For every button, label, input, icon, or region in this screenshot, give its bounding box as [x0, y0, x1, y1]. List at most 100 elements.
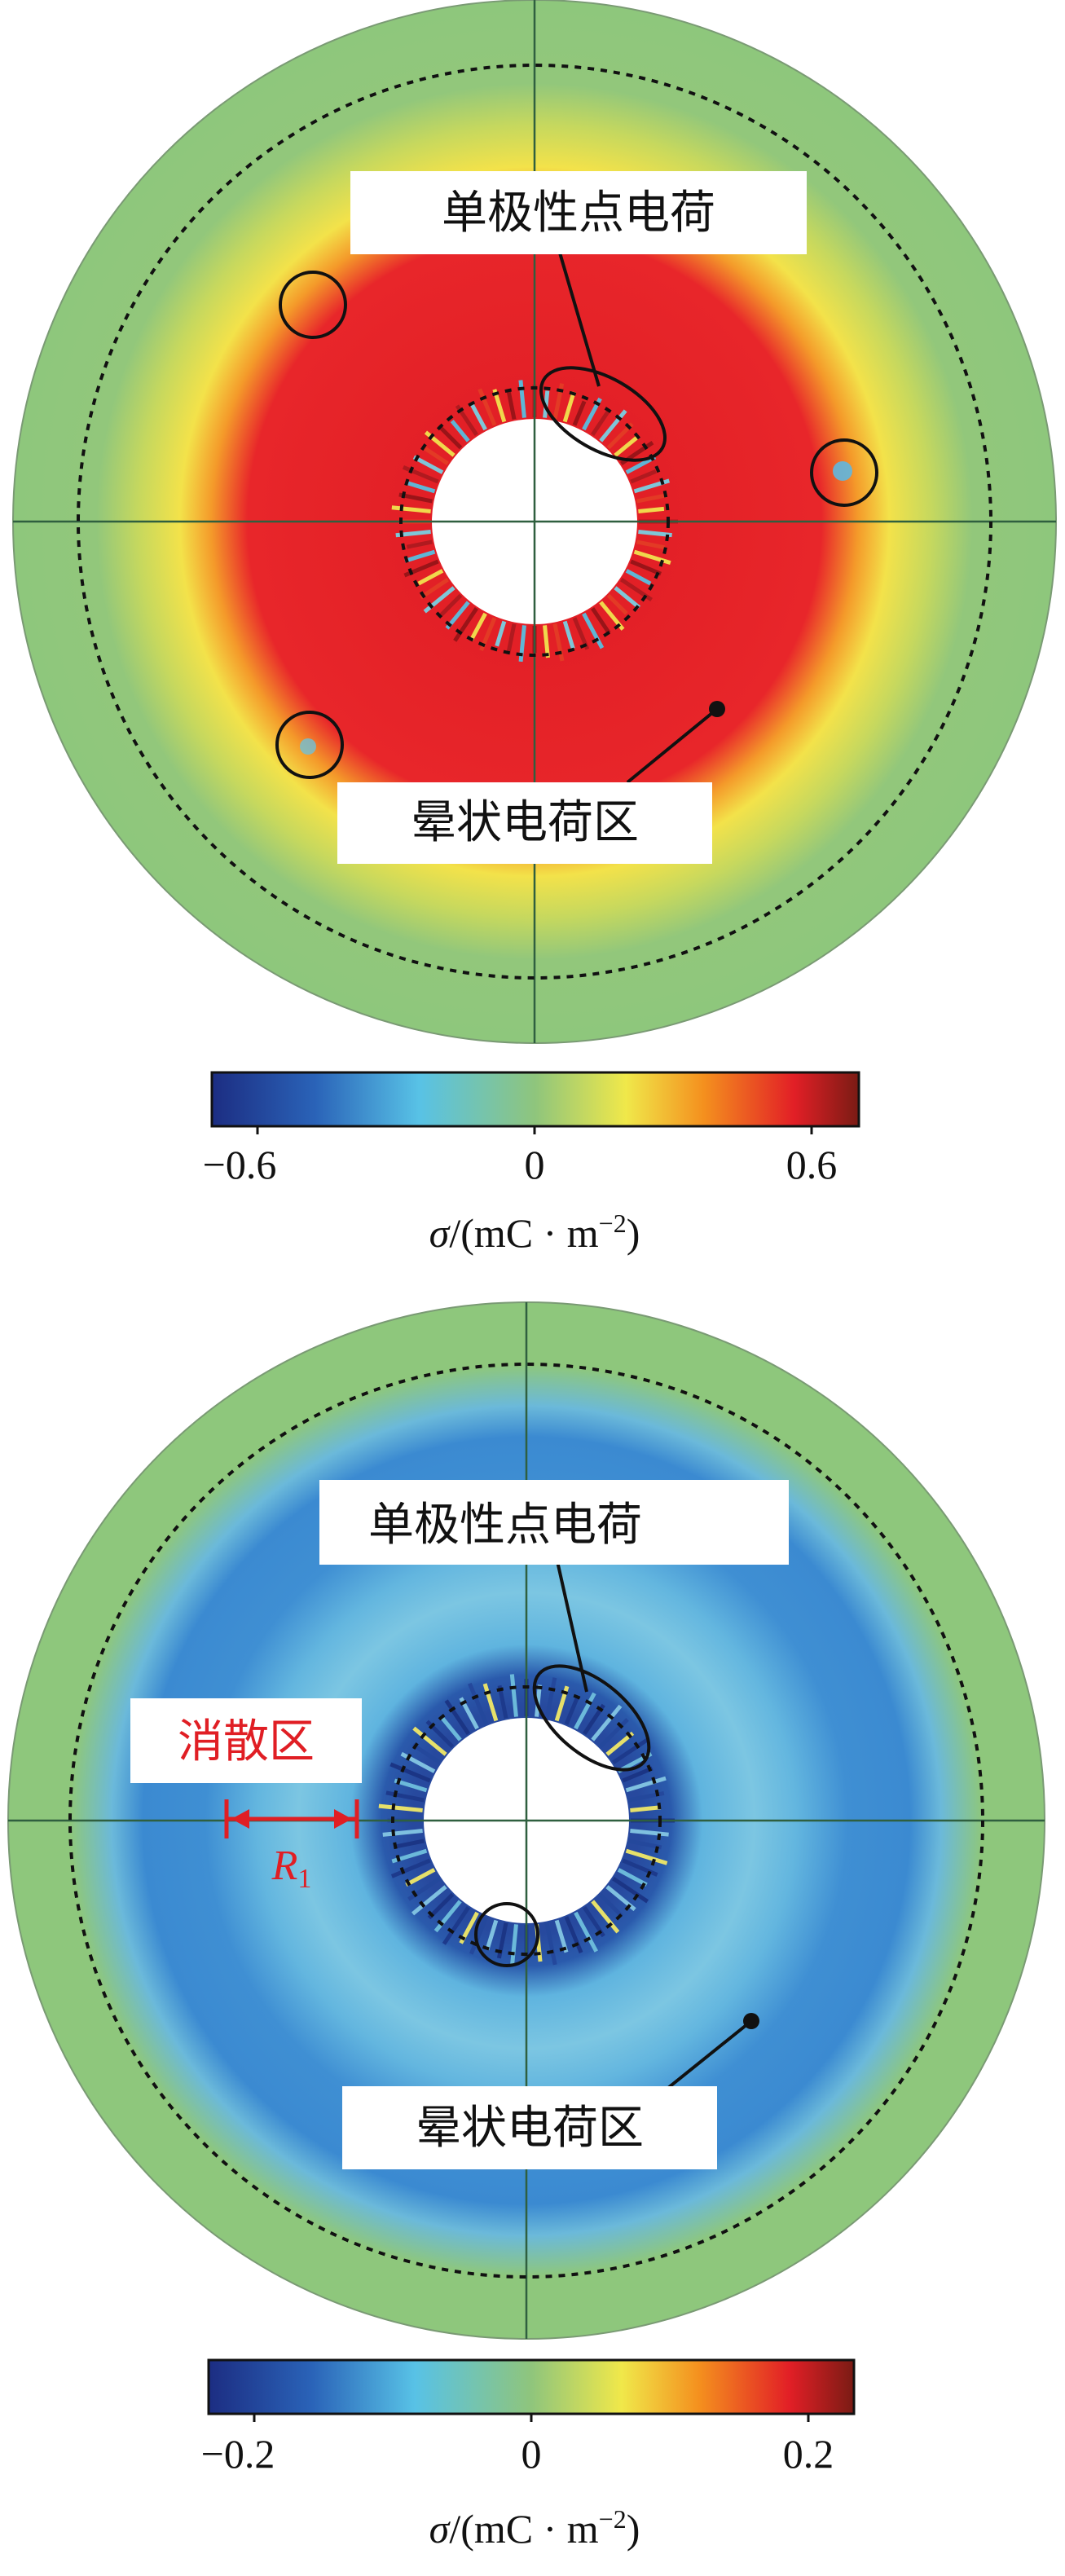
charge-spike: [625, 569, 652, 586]
charge-spike: [636, 493, 668, 504]
marker-ellipse: [539, 366, 667, 462]
halo-region-label: 晕状电荷区: [416, 2102, 644, 2155]
colorbar-tick-label: −0.6: [203, 1142, 277, 1187]
colorbar: [210, 1071, 860, 1128]
charge-spike: [562, 391, 576, 423]
charge-spike: [633, 549, 671, 566]
charge-spike: [509, 1674, 518, 1717]
charge-spike: [406, 539, 433, 549]
label-box-point-charge: [350, 171, 807, 254]
charge-spike: [622, 1858, 658, 1877]
charge-spike: [468, 1682, 489, 1725]
charge-spike: [437, 424, 463, 450]
charge-spike: [617, 1868, 648, 1887]
charge-spike: [390, 1858, 431, 1878]
leader-point-charge: [556, 1561, 588, 1693]
charge-spike: [598, 1718, 629, 1749]
charge-spike: [535, 1684, 542, 1717]
charge-spike: [402, 465, 439, 484]
charge-spike: [591, 1704, 623, 1742]
charge-spike: [574, 1911, 598, 1953]
charge-spike: [391, 505, 431, 513]
leader-halo: [626, 707, 719, 784]
charge-spike: [564, 1695, 580, 1725]
charge-spike: [442, 1906, 470, 1945]
charge-spike: [394, 1838, 425, 1849]
charge-spike: [438, 1715, 462, 1742]
outer-dashed-circle: [68, 1363, 984, 2279]
charge-spike: [591, 408, 611, 436]
charge-spike: [378, 1803, 423, 1812]
marker-circle: [474, 1902, 539, 1967]
charge-spike: [495, 620, 507, 647]
outer-dashed-circle: [77, 64, 992, 980]
charge-spike: [469, 1916, 489, 1955]
inner-dashed-circle: [391, 1685, 662, 1956]
charge-spike: [543, 390, 550, 418]
quantity-label: σ/(mC · m−2): [429, 1209, 640, 1256]
charge-spike: [404, 549, 436, 563]
dissipation-region-label: 消散区: [178, 1715, 315, 1768]
charge-spike: [389, 1762, 431, 1783]
charge-spike: [482, 1683, 499, 1722]
panel-a: 单极性点电荷 晕状电荷区 −0.6 0 0.6 σ/(mC · m−2): [12, 0, 1057, 1256]
charge-spike: [506, 390, 517, 420]
charge-spike: [630, 469, 657, 484]
charge-spike: [412, 455, 444, 474]
charge-spike: [518, 380, 526, 418]
leader-dot: [743, 2013, 759, 2029]
inner-dashed-circle: [399, 386, 670, 657]
charge-spike: [630, 1829, 669, 1837]
r1-arrowhead-right: [334, 1809, 352, 1829]
halo-region-label: 晕状电荷区: [411, 796, 639, 849]
charge-spike: [598, 1892, 623, 1918]
point-charge-label: 单极性点电荷: [442, 187, 715, 240]
charge-spike: [614, 435, 639, 457]
charge-spike: [638, 506, 665, 513]
charge-spike: [477, 388, 497, 426]
colorbar-tick-label: 0.2: [783, 2431, 834, 2477]
charge-spike: [591, 1900, 620, 1934]
charge-spike: [543, 625, 550, 658]
charge-spike: [636, 539, 666, 550]
charge-spike: [407, 481, 436, 494]
charge-spike: [411, 1742, 441, 1764]
charge-spike: [382, 1829, 423, 1837]
charge-spike: [444, 1699, 470, 1735]
charge-spike: [485, 1919, 499, 1951]
charge-spike: [544, 1922, 557, 1966]
charge-spike: [424, 447, 449, 465]
charge-spike: [612, 1737, 650, 1764]
panel-b-figure: 单极性点电荷 晕状电荷区 消散区 R1 −0.2 0 0.2 σ/(mC · m…: [7, 1301, 1045, 2552]
charge-spike: [400, 1751, 436, 1773]
charge-spike: [552, 623, 565, 662]
charge-spike: [417, 569, 444, 586]
marker-circle: [810, 438, 878, 507]
label-box-halo: [337, 782, 712, 864]
leader-dot: [709, 701, 725, 717]
charge-spike: [564, 1916, 583, 1954]
charge-spike: [405, 1868, 436, 1887]
panel-a-figure: 单极性点电荷 晕状电荷区 −0.6 0 0.6 σ/(mC · m−2): [12, 0, 1057, 1256]
charge-spike: [423, 586, 455, 614]
charge-spike: [439, 593, 463, 617]
charge-spot: [300, 738, 316, 755]
charge-spike: [591, 607, 611, 635]
quantity-label: σ/(mC · m−2): [429, 2504, 640, 2552]
charge-spike: [433, 1900, 462, 1933]
marker-circle: [279, 271, 347, 339]
charge-spike: [420, 578, 449, 600]
charge-spike: [562, 620, 575, 650]
leader-halo: [658, 2019, 753, 2096]
charge-spike: [630, 1805, 662, 1812]
charge-spike: [411, 1885, 447, 1916]
colorbar-tick-label: −0.2: [201, 2431, 275, 2477]
charge-spike: [544, 1677, 557, 1719]
label-box-dissipation: [130, 1698, 362, 1783]
panel-b: 单极性点电荷 晕状电荷区 消散区 R1 −0.2 0 0.2 σ/(mC · m…: [0, 1288, 1065, 2576]
inner-spike-ring: [378, 1674, 675, 1966]
label-box-point-charge: [319, 1480, 789, 1565]
charge-spike: [625, 455, 657, 474]
charge-spike: [612, 1877, 649, 1904]
charge-spike: [599, 409, 627, 443]
